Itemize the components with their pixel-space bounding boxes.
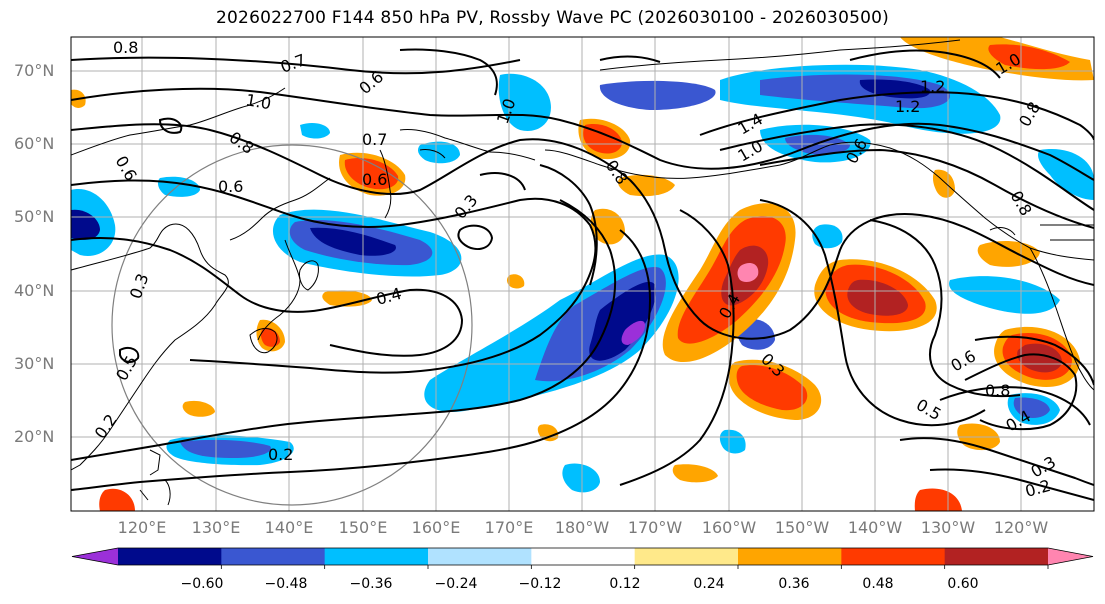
- pos-anomaly-blob: [182, 400, 215, 417]
- neg-anomaly-blob: [310, 227, 396, 256]
- contour-label: 0.7: [362, 130, 387, 149]
- colorbar-tick-label: 0.12: [609, 576, 641, 592]
- colorbar-segment: [428, 548, 532, 565]
- colorbar-tick-label: 0.36: [778, 576, 810, 592]
- pos-anomaly-blob: [1017, 343, 1062, 373]
- lon-label-150w: 150°W: [774, 518, 830, 537]
- contour-label: 1.2: [895, 97, 920, 116]
- coastlines: [71, 39, 1094, 506]
- pos-anomaly-blob: [914, 488, 962, 511]
- neg-anomaly-blob: [1013, 397, 1050, 418]
- colorbar-tick-label: 0.24: [693, 576, 725, 592]
- neg-anomaly-blob: [1038, 149, 1094, 200]
- pos-anomaly-blob: [322, 290, 372, 307]
- lon-label-140w: 140°W: [847, 518, 903, 537]
- lon-label-170e: 170°E: [484, 518, 534, 537]
- lat-label-50n: 50°N: [14, 207, 55, 226]
- lon-label-140e: 140°E: [264, 518, 314, 537]
- lon-label-170w: 170°W: [627, 518, 683, 537]
- lon-label-120w: 120°W: [993, 518, 1049, 537]
- neg-anomaly-blob: [859, 79, 931, 99]
- pos-anomaly-blob: [988, 44, 1070, 70]
- pos-anomaly-blob: [99, 488, 135, 511]
- colorbar-segment: [738, 548, 842, 565]
- colorbar-extend-high: [1048, 548, 1093, 565]
- colorbar-segment: [531, 548, 636, 565]
- pos-anomaly-blob: [618, 174, 675, 197]
- pos-anomaly-blob: [506, 274, 525, 289]
- pos-anomaly-blob: [583, 124, 622, 154]
- colorbar-tick-label: −0.36: [349, 576, 393, 592]
- colorbar-segment: [324, 548, 429, 565]
- map-frame: [70, 36, 1095, 512]
- pos-anomaly-blob: [977, 240, 1040, 267]
- pos-anomaly-blob: [590, 208, 625, 245]
- lat-label-60n: 60°N: [14, 134, 55, 153]
- neg-anomaly-blob: [719, 429, 746, 454]
- neg-anomaly-blob: [300, 122, 330, 139]
- lat-label-30n: 30°N: [14, 354, 55, 373]
- lon-label-180w: 180°W: [554, 518, 610, 537]
- colorbar-outline: [71, 547, 1094, 566]
- colorbar-tick-label: 0.48: [862, 576, 894, 592]
- map-title: 2026022700 F144 850 hPa PV, Rossby Wave …: [216, 8, 889, 28]
- neg-anomaly-blob: [562, 463, 600, 493]
- pos-anomaly-blob: [344, 157, 399, 190]
- lon-label-120e: 120°E: [117, 518, 167, 537]
- neg-anomaly-blob: [621, 320, 645, 345]
- lon-label-130w: 130°W: [920, 518, 976, 537]
- contour-label: 0.6: [218, 177, 243, 196]
- colorbar-extend-low: [72, 548, 118, 565]
- pv-shading: [71, 37, 1094, 511]
- colorbar-tick-label: −0.48: [264, 576, 308, 592]
- lon-label-160w: 160°W: [701, 518, 757, 537]
- lon-label-130e: 130°E: [191, 518, 241, 537]
- colorbar-segment: [221, 548, 326, 565]
- reference-circle: [111, 144, 473, 506]
- colorbar-segment: [634, 548, 739, 565]
- map-area: 0.8 0.7 0.6 1.0 0.8 0.6 0.7 0.6 0.6 0.3 …: [71, 37, 1094, 511]
- contour-label: 0.8: [113, 38, 138, 57]
- lat-label-20n: 20°N: [14, 427, 55, 446]
- pos-anomaly-blob: [736, 365, 808, 411]
- lat-label-40n: 40°N: [14, 281, 55, 300]
- colorbar: [71, 547, 1094, 569]
- neg-anomaly-blob: [949, 276, 1060, 314]
- colorbar-tick-label: −0.60: [180, 576, 224, 592]
- pos-anomaly-blob: [737, 263, 759, 283]
- colorbar-tick-label: −0.12: [518, 576, 562, 592]
- neg-anomaly-blob: [589, 281, 656, 361]
- contour-label: 1.2: [920, 77, 945, 96]
- colorbar-segment: [118, 548, 222, 565]
- colorbar-segment: [841, 548, 946, 565]
- lon-label-150e: 150°E: [338, 518, 388, 537]
- contour-label: 1.0: [244, 90, 272, 113]
- contour-label: 0.2: [268, 445, 293, 464]
- neg-anomaly-blob: [180, 439, 271, 458]
- contour-label: 0.8: [985, 381, 1010, 400]
- pos-anomaly-blob: [847, 279, 908, 316]
- lon-label-160e: 160°E: [411, 518, 461, 537]
- lat-label-70n: 70°N: [14, 61, 55, 80]
- pos-anomaly-blob: [672, 464, 718, 483]
- pv-contours: [71, 48, 1094, 501]
- neg-anomaly-blob: [599, 80, 716, 110]
- colorbar-tick-label: 0.60: [947, 576, 979, 592]
- colorbar-tick-label: −0.24: [434, 576, 478, 592]
- colorbar-segment: [944, 548, 1049, 565]
- contour-label: 0.6: [362, 170, 387, 189]
- neg-anomaly-blob: [417, 141, 460, 164]
